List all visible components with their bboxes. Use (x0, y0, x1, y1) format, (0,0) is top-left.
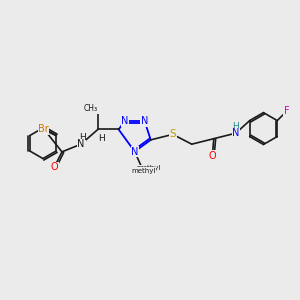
Text: N: N (121, 116, 128, 126)
Text: Br: Br (38, 124, 49, 134)
Text: S: S (169, 129, 176, 140)
Text: O: O (208, 151, 216, 160)
Text: F: F (284, 106, 289, 116)
Text: H: H (232, 122, 239, 131)
Text: O: O (50, 162, 58, 172)
Text: methyl: methyl (131, 167, 155, 173)
Text: CH₃: CH₃ (84, 104, 98, 113)
Text: N: N (141, 116, 148, 126)
Text: H: H (98, 134, 105, 142)
Text: N: N (131, 146, 138, 157)
Text: methyl: methyl (136, 165, 161, 171)
Text: H: H (79, 133, 86, 142)
Text: N: N (77, 139, 85, 149)
Text: N: N (232, 128, 240, 138)
